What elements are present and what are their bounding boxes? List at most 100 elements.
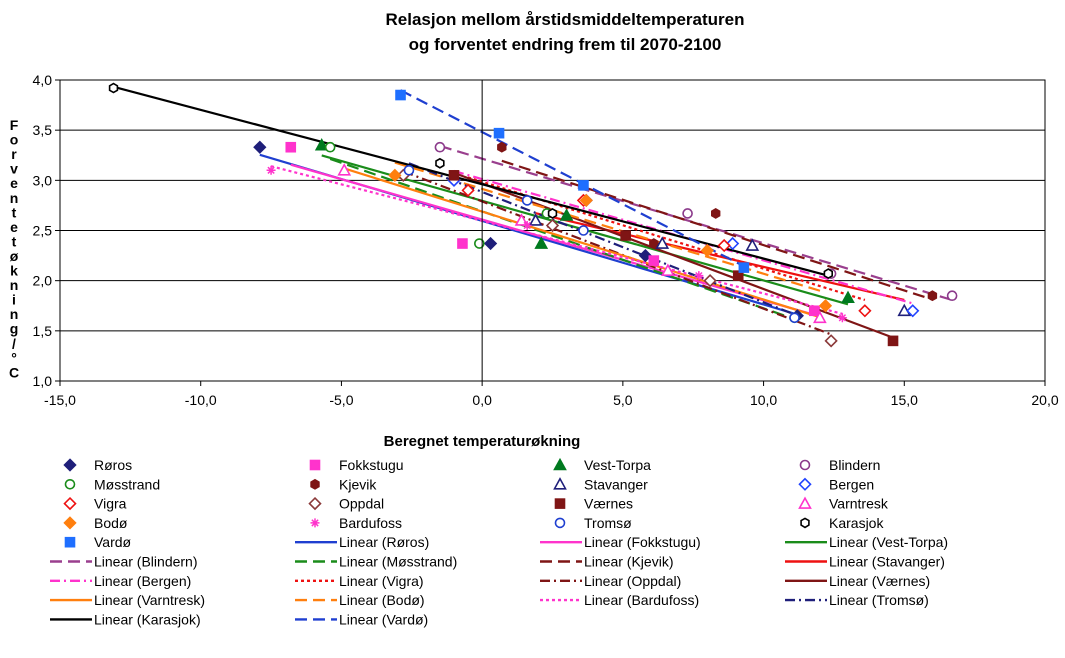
data-point bbox=[108, 82, 119, 94]
data-point bbox=[887, 335, 899, 347]
data-point bbox=[435, 157, 445, 169]
data-point bbox=[434, 141, 446, 153]
y-axis-label-glyph: t bbox=[12, 204, 17, 220]
tick-label-x: -10,0 bbox=[185, 392, 217, 408]
data-point bbox=[732, 270, 744, 281]
trendline-troms- bbox=[408, 162, 795, 316]
data-point bbox=[694, 271, 704, 281]
chart-title-line-2: og forventet endring frem til 2070-2100 bbox=[409, 35, 722, 54]
y-axis-label-glyph: k bbox=[10, 263, 18, 279]
data-point bbox=[403, 165, 415, 176]
y-axis-label-glyph: g bbox=[10, 321, 19, 337]
data-point bbox=[648, 255, 660, 266]
legend-label: Kjevik bbox=[339, 476, 377, 492]
legend-item: Linear (Røros) bbox=[295, 534, 429, 550]
data-point bbox=[63, 496, 77, 511]
data-point bbox=[63, 516, 77, 530]
data-point bbox=[700, 243, 714, 258]
data-point bbox=[395, 89, 406, 101]
y-axis-label-glyph: C bbox=[9, 364, 19, 380]
legend-label: Linear (Vardø) bbox=[339, 611, 428, 627]
tick-label-y: 2,0 bbox=[33, 273, 53, 289]
data-point bbox=[578, 180, 589, 191]
data-point bbox=[738, 262, 750, 273]
data-point bbox=[253, 140, 267, 154]
data-point bbox=[554, 517, 566, 529]
legend-label: Linear (Bodø) bbox=[339, 592, 425, 608]
legend-item: Linear (Karasjok) bbox=[50, 611, 201, 627]
tick-label-y: 1,0 bbox=[33, 373, 53, 389]
data-point bbox=[308, 496, 322, 511]
grid-layer bbox=[59, 79, 1046, 382]
y-axis-label-glyph: F bbox=[10, 117, 19, 133]
axis-layer: 1,0 1,5 2,0 2,5 3,0 3,5 4,0 -15,0 -10,0 -5,0 0,0 5,… bbox=[33, 72, 1059, 408]
legend-label: Linear (Møsstrand) bbox=[339, 554, 457, 570]
legend-item: Karasjok bbox=[800, 515, 884, 531]
legend-item: Bardufoss bbox=[310, 515, 402, 531]
tick-label-x: 10,0 bbox=[750, 392, 777, 408]
data-point bbox=[745, 238, 760, 251]
data-point bbox=[534, 236, 549, 249]
data-point bbox=[310, 518, 320, 528]
data-point bbox=[655, 236, 670, 249]
legend: Røros Fokkstugu Vest-Torpa Blindern Møsstran… bbox=[50, 457, 948, 627]
legend-item: Tromsø bbox=[554, 515, 632, 531]
legend-label: Varntresk bbox=[829, 496, 889, 512]
data-point bbox=[545, 218, 560, 233]
y-axis-label-glyph: n bbox=[10, 277, 19, 293]
trendline-vard- bbox=[400, 89, 745, 268]
data-point bbox=[818, 299, 833, 313]
legend-label: Linear (Varntresk) bbox=[94, 592, 205, 608]
data-point bbox=[858, 304, 872, 318]
data-point bbox=[457, 238, 468, 249]
legend-item: Linear (Værnes) bbox=[785, 573, 930, 589]
y-axis-label-glyph: ° bbox=[11, 350, 17, 366]
data-point bbox=[63, 458, 77, 472]
y-axis-label-glyph: ø bbox=[10, 248, 19, 264]
legend-item: Varntresk bbox=[798, 496, 889, 512]
legend-label: Linear (Værnes) bbox=[829, 573, 930, 589]
y-axis-label-glyph: e bbox=[10, 219, 18, 235]
legend-label: Blindern bbox=[829, 457, 880, 473]
y-axis-label-glyph: i bbox=[12, 292, 16, 308]
data-point bbox=[906, 304, 920, 318]
legend-label: Linear (Vest-Torpa) bbox=[829, 534, 948, 550]
data-point bbox=[798, 477, 812, 491]
data-point bbox=[448, 170, 460, 181]
tick-label-y: 4,0 bbox=[33, 72, 53, 88]
data-point bbox=[553, 477, 567, 490]
legend-label: Linear (Røros) bbox=[339, 534, 429, 550]
data-point bbox=[620, 230, 631, 241]
trendline-v-rnes bbox=[453, 171, 894, 339]
legend-item: Linear (Tromsø) bbox=[785, 592, 929, 608]
legend-item: Vigra bbox=[63, 496, 127, 512]
data-point bbox=[661, 263, 675, 276]
legend-label: Vardø bbox=[94, 534, 132, 550]
legend-label: Linear (Kjevik) bbox=[584, 554, 673, 570]
data-point bbox=[813, 310, 827, 324]
tick-label-y: 3,5 bbox=[33, 122, 53, 138]
data-point bbox=[789, 312, 800, 324]
legend-item: Linear (Fokkstugu) bbox=[540, 534, 701, 550]
data-point bbox=[649, 238, 659, 249]
legend-label: Linear (Karasjok) bbox=[94, 611, 201, 627]
data-point bbox=[703, 274, 717, 288]
legend-item: Oppdal bbox=[308, 496, 384, 512]
data-point bbox=[461, 183, 475, 197]
data-point bbox=[554, 498, 566, 509]
tick-label-y: 3,0 bbox=[33, 172, 53, 188]
legend-item: Vardø bbox=[64, 534, 132, 550]
legend-item: Linear (Vigra) bbox=[295, 573, 424, 589]
legend-item: Linear (Bergen) bbox=[50, 573, 191, 589]
data-point bbox=[837, 313, 847, 323]
legend-item: Stavanger bbox=[553, 476, 648, 492]
data-point bbox=[310, 478, 320, 490]
legend-label: Stavanger bbox=[584, 476, 648, 492]
trendline-karasjok bbox=[113, 85, 829, 277]
data-point bbox=[808, 305, 820, 317]
legend-item: Linear (Vardø) bbox=[295, 611, 428, 627]
data-point bbox=[337, 163, 352, 176]
legend-item: Linear (Møsstrand) bbox=[295, 554, 457, 570]
legend-label: Vest-Torpa bbox=[584, 457, 651, 473]
